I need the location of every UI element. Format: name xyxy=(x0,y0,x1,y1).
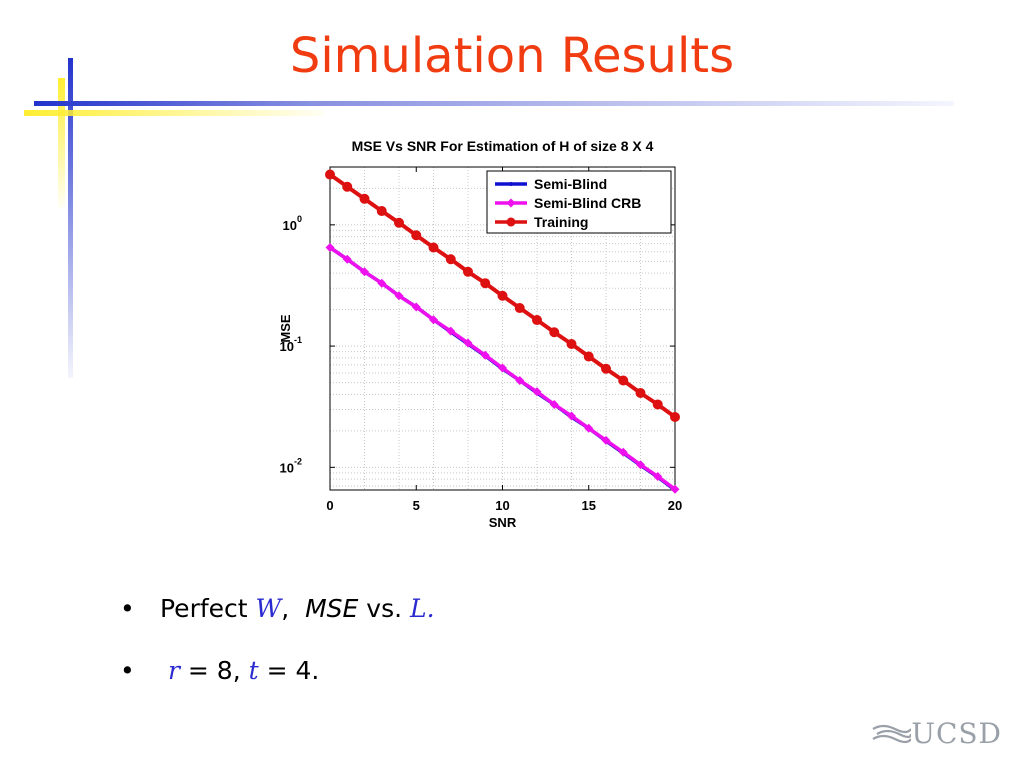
data-point-training xyxy=(652,399,663,410)
data-point-training xyxy=(342,181,353,192)
y-tick-label: 10-2 xyxy=(280,456,302,475)
bullet-vs: vs. xyxy=(358,594,410,623)
data-point-semi-blind-crb xyxy=(377,278,387,288)
decor-blue-horizontal xyxy=(34,101,954,106)
bullet-marker: • xyxy=(120,656,135,685)
data-point-training xyxy=(601,363,611,374)
decor-yellow-horizontal xyxy=(24,110,324,116)
bullet-eq2: = 4. xyxy=(258,656,320,685)
data-point-semi-blind-crb xyxy=(480,350,490,360)
data-point-training xyxy=(480,278,491,289)
y-tick-label: 10-1 xyxy=(280,335,302,354)
data-point-training xyxy=(325,169,335,180)
data-point-training xyxy=(635,388,646,399)
data-point-semi-blind-crb xyxy=(584,423,594,433)
data-point-semi-blind-crb xyxy=(567,411,576,421)
x-tick-label: 10 xyxy=(495,498,509,513)
bullet-word-perfect: Perfect xyxy=(160,594,256,623)
data-point-training xyxy=(463,266,473,277)
data-point-training xyxy=(514,303,525,314)
legend-label: Semi-Blind CRB xyxy=(534,195,641,211)
legend-marker xyxy=(509,182,513,186)
x-tick-label: 20 xyxy=(668,498,682,513)
bullet-marker: • xyxy=(120,594,135,623)
data-point-training xyxy=(428,242,439,253)
data-point-semi-blind-crb xyxy=(653,471,663,481)
ucsd-logo-text: UCSD xyxy=(911,717,1002,750)
decor-blue-vertical xyxy=(68,58,73,378)
data-point-semi-blind-crb xyxy=(394,291,404,301)
ucsd-wave-icon xyxy=(872,724,912,743)
data-point-training xyxy=(583,351,594,362)
data-point-semi-blind-crb xyxy=(342,254,352,264)
legend-label: Semi-Blind xyxy=(534,176,607,192)
data-point-semi-blind-crb xyxy=(360,267,369,277)
bullet-eq1: = 8, xyxy=(179,656,249,685)
bullet-end: . xyxy=(426,594,435,623)
data-point-semi-blind-crb xyxy=(515,376,525,386)
data-point-training xyxy=(411,230,422,241)
y-axis-label: MSE xyxy=(278,314,293,343)
math-var-l: L xyxy=(410,594,427,623)
data-point-semi-blind-crb xyxy=(325,243,335,253)
data-point-semi-blind-crb xyxy=(463,338,473,348)
math-var-r: r xyxy=(168,656,180,685)
x-tick-label: 15 xyxy=(582,498,596,513)
legend-label: Training xyxy=(534,214,588,230)
data-point-training xyxy=(359,193,370,204)
y-tick-label: 100 xyxy=(283,214,302,233)
data-point-semi-blind-crb xyxy=(498,363,507,373)
data-point-semi-blind-crb xyxy=(532,387,542,397)
ucsd-logo: UCSD xyxy=(871,717,1002,750)
data-point-training xyxy=(394,217,404,228)
x-axis-label: SNR xyxy=(489,515,517,530)
data-point-semi-blind-crb xyxy=(601,435,611,445)
data-point-training xyxy=(670,412,680,423)
mse-vs-snr-chart: 0 5 10 15 20 100 10-1 10-2 MSE Vs SNR For Estima… xyxy=(278,138,682,530)
data-point-training xyxy=(497,290,508,301)
bullet-text: Perfect W, MSE vs. L. xyxy=(160,594,435,623)
chart-title: MSE Vs SNR For Estimation of H of size 8… xyxy=(352,138,654,154)
data-point-training xyxy=(376,206,387,217)
x-tick-label: 5 xyxy=(413,498,420,513)
math-var-w: W xyxy=(255,594,282,623)
data-point-semi-blind-crb xyxy=(429,315,438,325)
data-point-training xyxy=(618,375,629,386)
data-point-training xyxy=(532,315,542,326)
data-point-training xyxy=(445,254,456,265)
data-point-training xyxy=(566,339,577,350)
data-point-training xyxy=(549,327,560,338)
decor-yellow-vertical xyxy=(58,78,65,208)
x-tick-label: 0 xyxy=(326,498,333,513)
data-point-semi-blind-crb xyxy=(618,447,628,457)
bullet-mse: MSE xyxy=(305,594,359,623)
legend-marker xyxy=(506,198,516,208)
data-point-semi-blind-crb xyxy=(636,460,645,470)
math-var-t: t xyxy=(248,656,259,685)
data-point-semi-blind-crb xyxy=(549,399,559,409)
data-point-semi-blind-crb xyxy=(446,326,456,336)
bullet-sep: , xyxy=(281,594,306,623)
data-point-semi-blind-crb xyxy=(411,302,421,312)
data-point-semi-blind-crb xyxy=(670,484,680,494)
legend-marker xyxy=(506,217,516,227)
bullet-text: r = 8, t = 4. xyxy=(168,656,319,685)
slide-title: Simulation Results xyxy=(289,28,735,84)
